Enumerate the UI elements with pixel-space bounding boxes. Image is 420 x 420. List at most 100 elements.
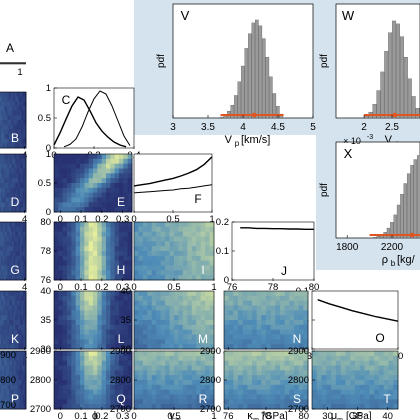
plot-frame [231,221,315,281]
heatmap-cell [114,384,120,391]
heatmap-cell [178,399,184,405]
heatmap-cell [335,375,342,381]
heatmap-cell [4,110,7,116]
heatmap-cell [247,365,253,371]
heatmap-cell [247,394,253,400]
heatmap-cell [123,404,129,410]
y-tick-label: 1 [46,149,51,160]
heatmap-cell [97,255,103,262]
heatmap-cell [123,384,129,391]
heatmap-cell [84,251,90,257]
heatmap-cell [101,173,107,179]
heatmap-cell [0,143,2,149]
heatmap-cell [67,380,72,386]
heatmap-cell [22,124,25,130]
x-axis-label-subscript: b [391,259,396,268]
heatmap-cell [12,178,14,184]
heatmap-cell [196,380,202,386]
heatmap-cell [270,300,276,306]
heatmap-cell [191,329,197,335]
heatmap-cell [21,178,24,184]
heatmap-cell [110,329,116,335]
heatmap-cell [54,197,59,203]
heatmap-cell [106,295,111,302]
heatmap-cell [110,255,116,262]
heatmap-cell [80,305,85,311]
heatmap-cell [101,380,107,386]
heatmap-cell [335,355,342,362]
heatmap-cell [21,351,24,357]
heatmap-cell [80,246,85,252]
y-tick-label: 2800 [288,375,309,386]
heatmap-cell [331,380,337,386]
heatmap-cell [10,291,13,297]
heatmap-cell [165,339,170,345]
heatmap-cell [242,324,248,331]
heatmap-cell [174,295,179,302]
heatmap-cell [160,370,166,376]
heatmap-cell [80,275,85,281]
heatmap-cell [182,365,188,371]
heatmap-cell [18,120,21,126]
heatmap-cell [110,173,116,179]
heatmap-cell [127,384,133,391]
heatmap-cell [110,222,116,228]
heatmap-cell [123,183,129,189]
heatmap-cell [8,143,11,149]
heatmap-cell [110,365,116,371]
heatmap-cell [151,236,157,242]
heatmap-cell [97,384,103,391]
heatmap-cell [16,329,19,335]
heatmap-cell [71,360,77,366]
heatmap-cell [88,236,94,242]
heatmap-cell [200,399,206,405]
heatmap-cell [191,275,197,281]
heatmap-cell [71,246,77,252]
heatmap-cell [93,300,98,306]
heatmap-cell [147,384,153,391]
heatmap-cell [127,260,133,266]
heatmap-cell [10,351,13,357]
heatmap-cell [110,154,116,160]
heatmap-cell [174,404,179,410]
heatmap-cell [134,389,139,395]
heatmap-cell [142,305,148,311]
heatmap-cell [8,344,11,350]
heatmap-cell [10,329,13,335]
heatmap-cell [182,255,188,262]
heatmap-cell [228,384,234,391]
heatmap-cell [151,389,157,395]
heatmap-cell [134,241,139,247]
heatmap-cell [110,394,116,400]
histogram-bar [234,95,238,119]
heatmap-cell [62,404,68,410]
heatmap-cell [62,255,68,262]
heatmap-cell [378,365,385,371]
heatmap-cell [4,241,7,247]
heatmap-cell [114,365,120,371]
heatmap-cell [8,399,11,405]
heatmap-cell [209,365,215,371]
heatmap-cell [247,380,253,386]
heatmap-cell [256,365,262,371]
heatmap-cell [256,351,262,357]
heatmap-cell [196,226,202,233]
heatmap-cell [298,339,304,345]
heatmap-cell [62,260,68,266]
heatmap-cell [93,375,98,381]
heatmap-cell [289,351,295,357]
heatmap-cell [67,173,72,179]
heatmap-cell [19,106,22,112]
heatmap-cell [21,270,24,276]
panel-label-H: H [117,263,126,277]
heatmap-cell [134,315,139,321]
heatmap-cell [21,92,24,98]
x-axis-unit: [kg/ [397,254,416,266]
heatmap-cell [191,324,197,331]
heatmap-cell [15,158,18,165]
heatmap-cell [101,334,107,340]
heatmap-cell [0,334,2,340]
x-tick-label: 30 [322,411,333,420]
heatmap-cell [13,351,16,357]
